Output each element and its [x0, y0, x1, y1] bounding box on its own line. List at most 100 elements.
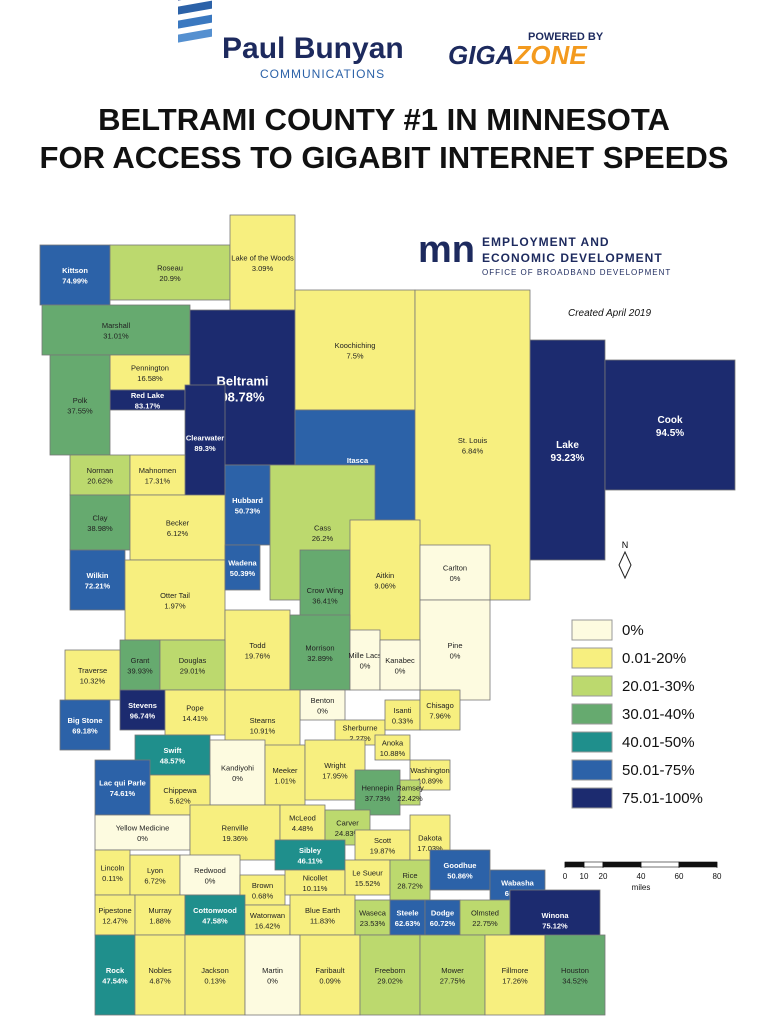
- county: [69, 549, 126, 611]
- county-value: 12.47%: [102, 917, 128, 926]
- county-name: Meeker: [272, 766, 298, 775]
- county-value: 19.76%: [245, 652, 271, 661]
- county: [64, 649, 121, 701]
- county-name: Aitkin: [376, 571, 394, 580]
- legend-swatch: [571, 731, 613, 753]
- county-name: Itasca: [347, 456, 369, 465]
- county: [229, 214, 296, 311]
- county-value: 22.42%: [397, 794, 423, 803]
- county-value: 16.58%: [137, 374, 163, 383]
- county-name: Anoka: [382, 739, 404, 748]
- county-name: Brown: [252, 881, 273, 890]
- county-name: Rock: [106, 966, 125, 975]
- county-value: 9.06%: [374, 582, 396, 591]
- county-value: 0%: [137, 834, 148, 843]
- logo-bar: [178, 0, 212, 15]
- county-name: Benton: [311, 696, 335, 705]
- county: [69, 454, 131, 496]
- county-value: 1.88%: [149, 917, 171, 926]
- county-name: Cottonwood: [193, 906, 237, 915]
- county: [429, 849, 491, 891]
- powered-by: POWERED BY: [528, 31, 604, 43]
- county-name: Mille Lacs: [348, 651, 382, 660]
- title: FOR ACCESS TO GIGABIT INTERNET SPEEDS: [40, 140, 729, 175]
- county-value: 1.01%: [274, 777, 296, 786]
- county: [244, 904, 291, 936]
- county-value: 0.09%: [319, 977, 341, 986]
- county-value: 10.11%: [303, 884, 328, 893]
- county: [244, 934, 301, 1016]
- county-name: Wilkin: [86, 571, 108, 580]
- agency-logo: mn EMPLOYMENT AND ECONOMIC DEVELOPMENT O…: [418, 229, 670, 319]
- scale-segment: [640, 861, 680, 868]
- title: BELTRAMI COUNTY #1 IN MINNESOTA: [98, 102, 670, 137]
- county-name: Mahnomen: [139, 466, 177, 475]
- county: [289, 614, 351, 691]
- county-name: Stevens: [128, 701, 157, 710]
- county: [129, 854, 181, 896]
- county-name: Chisago: [426, 701, 454, 710]
- county-value: 50.86%: [447, 872, 473, 881]
- logo-bar: [178, 0, 212, 1]
- county: [284, 869, 346, 896]
- county-name: Grant: [131, 656, 151, 665]
- county: [289, 894, 356, 936]
- county-name: Lake: [556, 440, 579, 451]
- logo-bar: [178, 28, 212, 43]
- county-name: Nobles: [148, 966, 172, 975]
- county-name: Lake of the Woods: [231, 254, 294, 263]
- legend-label: 30.01-40%: [622, 706, 695, 723]
- county-value: 74.61%: [110, 789, 136, 798]
- created-note: Created April 2019: [568, 308, 651, 319]
- county-value: 19.36%: [222, 834, 248, 843]
- logo-bar: [178, 14, 212, 29]
- county-value: 16.42%: [255, 922, 281, 931]
- legend-swatch: [571, 619, 613, 641]
- county-name: Winona: [541, 911, 569, 920]
- county-value: 20.9%: [159, 274, 181, 283]
- county-value: 3.09%: [252, 264, 274, 273]
- county: [384, 699, 421, 731]
- county-name: McLeod: [289, 814, 316, 823]
- county-value: 0%: [450, 574, 461, 583]
- county: [224, 464, 271, 546]
- county-value: 83.17%: [135, 402, 161, 411]
- county-value: 2.27%: [349, 734, 371, 743]
- county-name: Traverse: [78, 666, 107, 675]
- scale-segment: [583, 861, 604, 868]
- county: [59, 699, 111, 751]
- county-name: Washington: [410, 766, 449, 775]
- county-name: Stearns: [250, 716, 276, 725]
- county: [354, 899, 391, 936]
- county: [39, 244, 111, 306]
- county-name: Freeborn: [375, 966, 405, 975]
- county-value: 6.84%: [462, 447, 484, 456]
- scale-label: 10: [580, 872, 589, 881]
- county-name: Jackson: [201, 966, 229, 975]
- county-name: Isanti: [394, 706, 412, 715]
- county-value: 74.99%: [62, 277, 88, 286]
- county: [399, 779, 421, 806]
- county-value: 0%: [395, 667, 406, 676]
- county-name: Redwood: [194, 866, 226, 875]
- scale-label: 40: [637, 872, 646, 881]
- county-name: Koochiching: [335, 341, 376, 350]
- county-value: 17.95%: [322, 772, 348, 781]
- gigazone: GIGAZONE: [448, 40, 587, 70]
- scale-segment: [602, 861, 642, 868]
- legend-label: 40.01-50%: [622, 734, 695, 751]
- zone: ZONE: [513, 40, 587, 70]
- county: [184, 384, 226, 501]
- county: [459, 899, 511, 936]
- giga: GIGA: [448, 40, 514, 70]
- county-name: Scott: [374, 836, 392, 845]
- county-name: Clay: [92, 514, 107, 523]
- north-arrow: N: [618, 540, 632, 580]
- scale-bar: 0 10 20 40 60 80 miles: [563, 861, 722, 892]
- county-name: Todd: [249, 641, 265, 650]
- county-name: Norman: [87, 466, 114, 475]
- county: [94, 849, 131, 896]
- county-name: Dodge: [431, 909, 454, 918]
